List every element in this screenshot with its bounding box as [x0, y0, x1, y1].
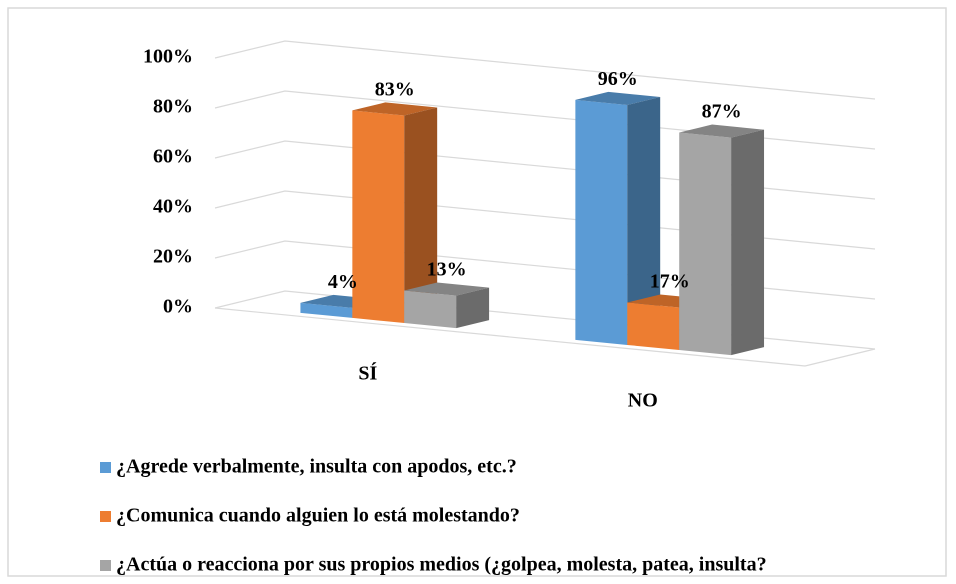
bar-front: [679, 132, 732, 356]
bar-side: [404, 107, 438, 324]
value-label: 4%: [328, 271, 358, 293]
bar-top: [679, 124, 765, 138]
grid-line: [214, 90, 876, 150]
legend-swatch: [100, 511, 111, 522]
value-label: 96%: [598, 68, 638, 90]
y-tick-label: 20%: [153, 246, 193, 268]
bar-top: [352, 102, 438, 116]
value-label: 83%: [375, 79, 415, 101]
y-tick-label: 80%: [153, 96, 193, 118]
bar-front: [352, 110, 405, 324]
grid-line: [214, 140, 876, 200]
value-label: 87%: [702, 101, 742, 123]
value-label: 13%: [427, 259, 467, 281]
bar-front: [575, 99, 628, 345]
bar-front: [300, 302, 353, 318]
bar-side: [456, 287, 490, 329]
y-tick-label: 100%: [143, 46, 193, 68]
bar-front: [627, 302, 680, 351]
grid-line: [214, 40, 876, 100]
bar-front: [404, 290, 457, 329]
bar-side: [731, 129, 765, 356]
legend-label: ¿Comunica cuando alguien lo está molesta…: [116, 505, 520, 527]
bar-top: [575, 91, 661, 105]
legend-label: ¿Agrede verbalmente, insulta con apodos,…: [116, 456, 517, 478]
value-label: 17%: [650, 271, 690, 293]
x-tick-label: NO: [628, 390, 658, 412]
floor-edge: [804, 348, 876, 367]
y-tick-label: 60%: [153, 146, 193, 168]
legend-swatch: [100, 462, 111, 473]
y-tick-label: 0%: [163, 296, 193, 318]
grid-line: [214, 190, 876, 250]
legend-swatch: [100, 560, 111, 571]
y-tick-label: 40%: [153, 196, 193, 218]
bar-side: [627, 96, 661, 345]
bar-top: [404, 282, 490, 296]
grid-line: [214, 240, 876, 300]
x-tick-label: SÍ: [358, 362, 377, 385]
floor-edge: [214, 307, 806, 367]
legend-label: ¿Actúa o reacciona por sus propios medio…: [116, 554, 767, 576]
